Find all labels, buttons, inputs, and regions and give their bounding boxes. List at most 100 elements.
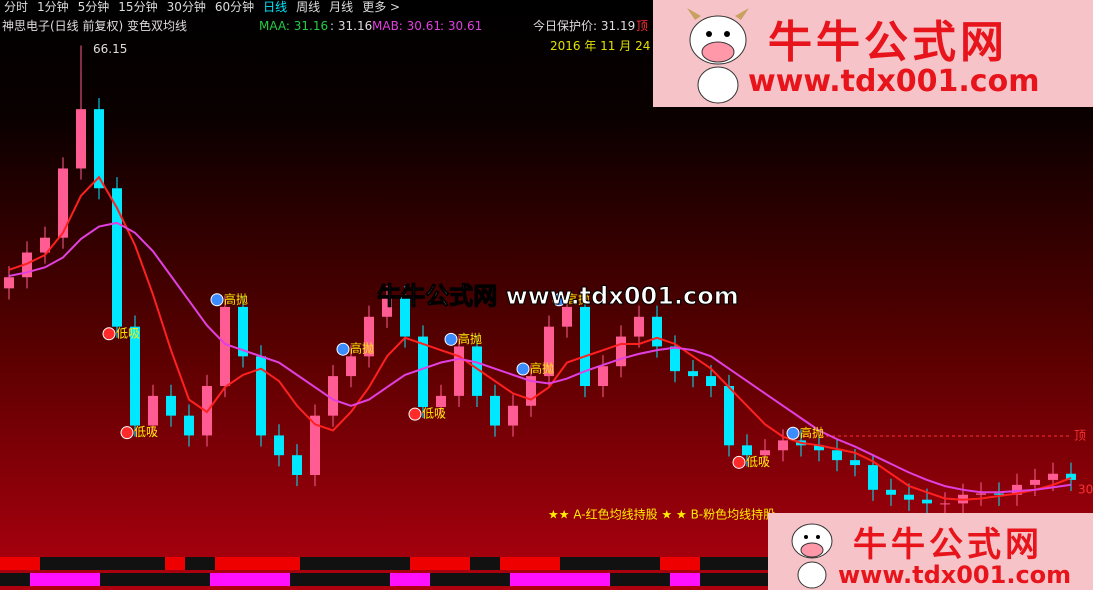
candle-body: [922, 499, 932, 504]
candle-body: [832, 450, 842, 461]
maa-label: MAA: 31.16: [259, 19, 329, 33]
site-name: 牛牛公式网: [853, 525, 1043, 565]
menu-item[interactable]: 分时: [4, 0, 29, 14]
signal-ball: [552, 293, 566, 307]
candle-body: [1066, 473, 1076, 480]
candle-body: [1030, 479, 1040, 485]
signal-ball: [444, 332, 458, 346]
candle-body: [544, 326, 554, 377]
signal-ball: [120, 426, 134, 440]
menu-item[interactable]: 15分钟: [118, 0, 158, 14]
candle-body: [4, 277, 14, 289]
candle-body: [346, 356, 356, 377]
signal-ball: [786, 426, 800, 440]
candle-body: [706, 376, 716, 386]
top-label: 顶: [636, 19, 649, 33]
cow-icon: [791, 523, 833, 589]
candle-body: [778, 440, 788, 451]
date: 2016 年 11 月 24 日: [550, 39, 667, 53]
strip-gaps: [0, 557, 770, 586]
candle-body: [58, 168, 68, 238]
cow-icon: [687, 8, 749, 104]
candle-body: [256, 356, 266, 436]
candle-body: [724, 385, 734, 446]
candle-body: [994, 493, 1004, 495]
candle-body: [616, 336, 626, 367]
candle-body: [904, 494, 914, 500]
candle-body: [886, 489, 896, 495]
top-line-label: 顶: [1074, 429, 1086, 443]
menu-item[interactable]: 月线: [329, 0, 354, 14]
candle-body: [364, 316, 374, 357]
signal-ball: [210, 293, 224, 307]
candle-body: [742, 445, 752, 456]
logo-top: 牛牛公式网 www.tdx001.com: [653, 0, 1093, 107]
signal-label: 低吸: [422, 407, 446, 421]
signal-label: 高抛: [800, 425, 824, 440]
candle-body: [598, 366, 608, 386]
candle-body: [580, 306, 590, 386]
menu-item[interactable]: 周线: [296, 0, 321, 14]
site-url: www.tdx001.com: [748, 64, 1040, 99]
candle-body: [562, 306, 572, 327]
candle-body: [184, 415, 194, 436]
candle-body: [310, 415, 320, 475]
candle-body: [40, 237, 50, 253]
candle-body: [274, 435, 284, 456]
ma-line: [8, 175, 1072, 501]
candle-body: [868, 465, 878, 490]
ma-line: [8, 221, 1072, 494]
stock-title: 神思电子(日线 前复权) 变色双均线: [2, 19, 187, 33]
candle-body: [112, 188, 122, 327]
menu-item[interactable]: 5分钟: [77, 0, 110, 14]
peak-label: 66.15: [93, 42, 127, 56]
candle-body: [670, 346, 680, 372]
menu-item[interactable]: 1分钟: [37, 0, 69, 14]
candle-body: [1048, 473, 1058, 480]
signal-label: 低吸: [134, 425, 158, 439]
candle-body: [220, 306, 230, 386]
signal-label: 高抛: [458, 331, 482, 346]
menu-item[interactable]: 日线: [263, 0, 288, 14]
candle-body: [382, 297, 392, 317]
candle-body: [148, 395, 158, 426]
site-name: 牛牛公式网: [768, 17, 1008, 68]
center-watermark: 牛牛公式网 www.tdx001.com: [377, 282, 739, 310]
signal-ball: [732, 455, 746, 469]
candle-body: [76, 109, 86, 169]
candle-body: [292, 455, 302, 475]
signal-label: 高抛: [224, 291, 248, 306]
candle-body: [850, 460, 860, 466]
candle-body: [814, 445, 824, 451]
signal-label: 高抛: [566, 291, 590, 306]
mab-value: : 30.61: [440, 19, 483, 33]
signal-ball: [102, 327, 116, 341]
signal-ball: [336, 342, 350, 356]
site-url: www.tdx001.com: [838, 561, 1072, 589]
maa-value: : 31.16: [330, 19, 373, 33]
candle-body: [1012, 484, 1022, 495]
candle-body: [634, 316, 644, 337]
candle-body: [508, 405, 518, 426]
candle-body: [526, 376, 536, 406]
signal-label: 高抛: [530, 360, 554, 375]
candle-body: [940, 503, 950, 505]
candle-body: [400, 297, 410, 337]
logo-bottom: 牛牛公式网 www.tdx001.com: [768, 513, 1093, 590]
legend-note: ★★ A-红色均线持股 ★ ★ B-粉色均线持股: [548, 507, 775, 522]
candle-body: [328, 376, 338, 416]
candle-body: [22, 252, 32, 278]
candle-body: [688, 371, 698, 377]
signal-label: 高抛: [350, 341, 374, 356]
signal-ball: [408, 407, 422, 421]
menu-item[interactable]: 更多 >: [362, 0, 401, 14]
protect-price: 今日保护价: 31.19: [533, 19, 636, 33]
menu-item[interactable]: 30分钟: [166, 0, 206, 14]
candle-body: [418, 336, 428, 408]
menu-item[interactable]: 60分钟: [214, 0, 255, 14]
candle-body: [976, 493, 986, 495]
candle-body: [94, 109, 104, 189]
signal-ball: [516, 362, 530, 376]
candle-body: [490, 395, 500, 426]
